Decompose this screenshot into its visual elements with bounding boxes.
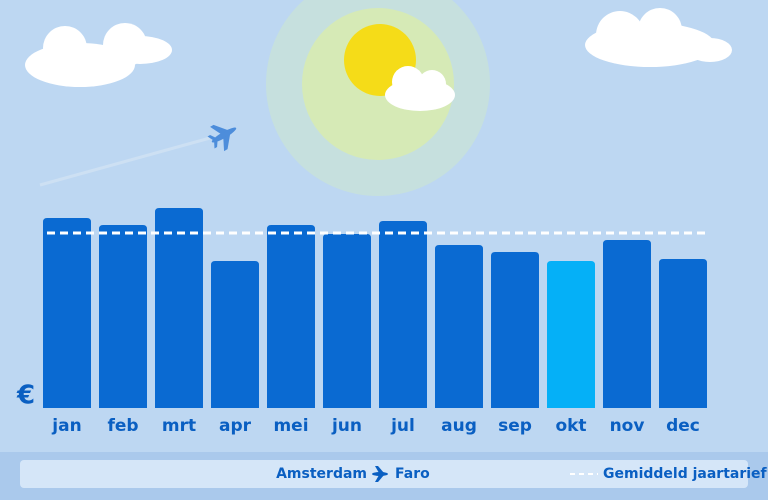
currency-label: € — [16, 381, 35, 411]
contrail — [39, 136, 211, 187]
bar — [491, 252, 539, 408]
bar — [43, 218, 91, 408]
route-from: Amsterdam — [276, 466, 367, 482]
plane — [207, 124, 237, 152]
bar — [435, 245, 483, 408]
x-tick-label: jun — [331, 416, 362, 436]
x-tick-label: apr — [219, 416, 252, 436]
x-tick-label: mrt — [162, 416, 196, 436]
bar — [603, 240, 651, 408]
x-tick-label: jan — [51, 416, 81, 436]
cloud — [385, 66, 455, 111]
x-tick-label: okt — [555, 416, 586, 436]
bar — [379, 221, 427, 408]
x-tick-label: mei — [273, 416, 308, 436]
route-plane-icon — [372, 466, 388, 482]
cloud — [25, 23, 172, 87]
bar — [99, 225, 147, 408]
x-tick-label: aug — [441, 416, 477, 436]
bar — [155, 208, 203, 408]
bar — [547, 261, 595, 408]
route-to: Faro — [395, 466, 430, 482]
x-tick-label: jul — [390, 416, 415, 436]
bar — [659, 259, 707, 408]
x-tick-label: feb — [107, 416, 138, 436]
cloud — [585, 8, 732, 67]
bar — [267, 225, 315, 408]
legend-average-label: Gemiddeld jaartarief — [603, 466, 768, 482]
x-tick-label: sep — [498, 416, 532, 436]
x-tick-label: nov — [610, 416, 645, 436]
bar — [211, 261, 259, 408]
bar — [323, 234, 371, 408]
x-tick-label: dec — [666, 416, 700, 436]
